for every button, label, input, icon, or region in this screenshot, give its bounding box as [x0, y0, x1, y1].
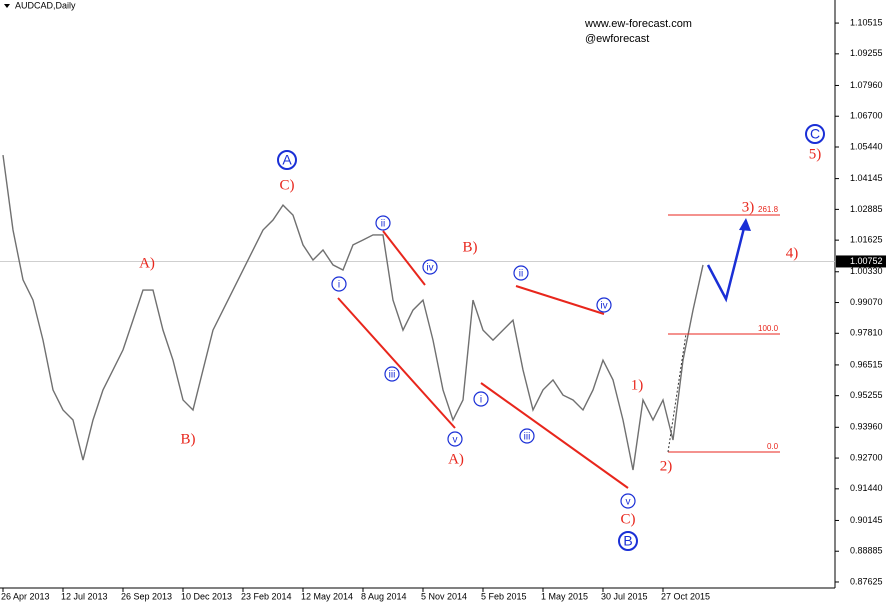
wave-line — [515, 285, 605, 315]
y-tick-label: 0.91440 — [850, 483, 883, 493]
price-line — [2, 154, 704, 471]
y-tick-label: 1.04145 — [850, 173, 883, 183]
wave-line — [337, 297, 456, 429]
wave-label: 2) — [660, 458, 673, 474]
wave-circle — [596, 297, 612, 313]
wave-label: C) — [280, 177, 295, 193]
y-tick-label: 0.96515 — [850, 359, 883, 369]
x-tick-label: 12 May 2014 — [301, 591, 353, 601]
wave-label: B — [623, 533, 632, 549]
wave-circle — [447, 431, 463, 447]
wave-label: 4) — [786, 245, 799, 261]
wave-label: i — [338, 280, 340, 291]
watermark: www.ew-forecast.com — [584, 18, 692, 30]
fib-label: 261.8 — [758, 205, 779, 214]
wave-circle — [375, 215, 391, 231]
y-tick-label: 1.00330 — [850, 266, 883, 276]
wave-label: A — [282, 152, 292, 168]
wave-circle — [422, 259, 438, 275]
x-tick-label: 23 Feb 2014 — [241, 591, 292, 601]
wave-label: iv — [426, 263, 433, 274]
wave-label: ii — [519, 269, 523, 280]
y-tick-label: 1.05440 — [850, 141, 883, 151]
x-tick-label: 12 Jul 2013 — [61, 591, 108, 601]
plot-area — [0, 0, 835, 588]
fib-label: 100.0 — [758, 324, 779, 333]
y-tick-label: 0.87625 — [850, 576, 883, 586]
projection — [706, 223, 747, 303]
wave-circle — [618, 531, 638, 551]
current-price-label: 1.00752 — [850, 256, 883, 266]
y-tick-label: 1.09255 — [850, 48, 883, 58]
wave-label: 1) — [631, 377, 644, 393]
y-tick-label: 1.10515 — [850, 17, 883, 27]
wave-line — [382, 230, 426, 286]
y-tick-label: 0.95255 — [850, 390, 883, 400]
wave-label: iii — [524, 432, 531, 443]
x-tick-label: 10 Dec 2013 — [181, 591, 232, 601]
wave-circle — [805, 124, 825, 144]
menu-arrow — [4, 4, 10, 8]
y-tick-label: 0.93960 — [850, 422, 883, 432]
wave-label: 3) — [742, 199, 755, 215]
wave-line — [480, 382, 629, 489]
x-tick-label: 1 May 2015 — [541, 591, 588, 601]
wave-label: B) — [463, 239, 478, 255]
wave-label: A) — [448, 451, 464, 467]
wave-circle — [473, 391, 489, 407]
y-tick-label: 1.02885 — [850, 204, 883, 214]
x-tick-label: 26 Sep 2013 — [121, 591, 172, 601]
wave-circle — [513, 265, 529, 281]
x-tick-label: 26 Apr 2013 — [1, 591, 50, 601]
y-tick-label: 0.90145 — [850, 515, 883, 525]
current-price-box — [836, 255, 886, 268]
fib-label: 0.0 — [767, 442, 779, 451]
x-tick-label: 27 Oct 2015 — [661, 591, 710, 601]
y-tick-label: 0.99070 — [850, 297, 883, 307]
x-tick-label: 30 Jul 2015 — [601, 591, 648, 601]
wave-label: C) — [621, 511, 636, 527]
x-tick-label: 5 Nov 2014 — [421, 591, 467, 601]
y-tick-label: 1.01625 — [850, 235, 883, 245]
wave-circle — [384, 366, 400, 382]
wave-label: v — [453, 435, 458, 446]
wave-label: C — [810, 126, 820, 142]
wave-label: ii — [381, 219, 385, 230]
x-tick-label: 5 Feb 2015 — [481, 591, 527, 601]
wave-label: v — [626, 497, 631, 508]
y-tick-label: 1.07960 — [850, 80, 883, 90]
wave-circle — [331, 276, 347, 292]
wave-label: iv — [600, 301, 607, 312]
wave-label: A) — [139, 255, 155, 271]
y-tick-label: 0.92700 — [850, 452, 883, 462]
wave-circle — [620, 493, 636, 509]
wave-label: iii — [389, 370, 396, 381]
wave-label: 5) — [809, 146, 822, 162]
x-tick-label: 8 Aug 2014 — [361, 591, 407, 601]
y-tick-label: 1.06700 — [850, 111, 883, 121]
wave-circle — [277, 150, 297, 170]
chart-title: AUDCAD,Daily — [15, 0, 76, 10]
projection-head — [739, 218, 751, 231]
wave-label: i — [480, 395, 482, 406]
y-tick-label: 0.88885 — [850, 546, 883, 556]
wave-circle — [519, 428, 535, 444]
y-tick-label: 0.97810 — [850, 328, 883, 338]
watermark: @ewforecast — [585, 33, 649, 45]
wave-label: B) — [181, 431, 196, 447]
